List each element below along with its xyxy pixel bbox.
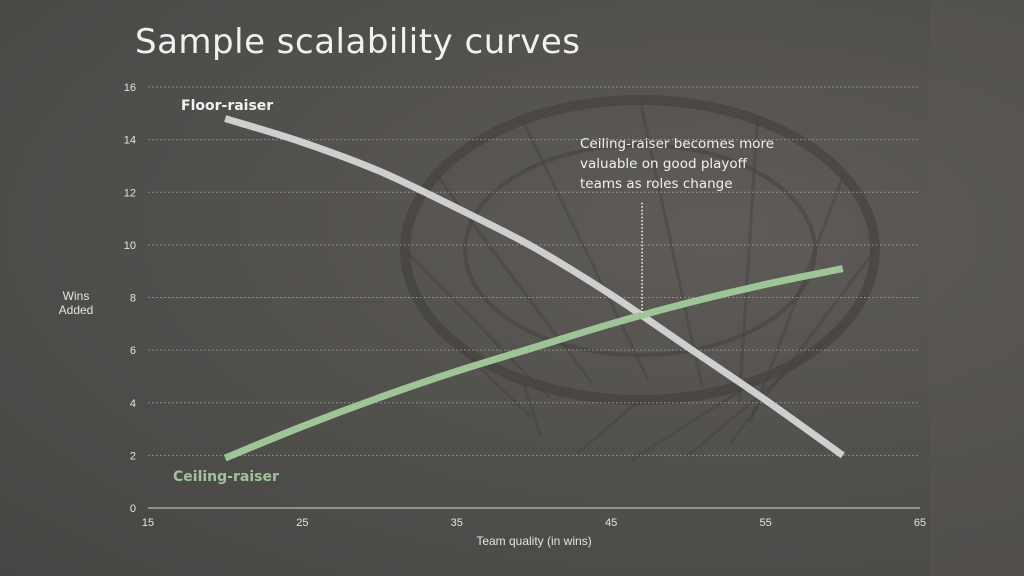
y-tick-label: 12 xyxy=(124,187,136,199)
annotation-text-line: Ceiling-raiser becomes more xyxy=(580,136,774,152)
grid-lines xyxy=(148,86,920,456)
y-tick-label: 10 xyxy=(124,240,136,252)
basketball-hoop-background xyxy=(400,0,1024,576)
y-tick-label: 6 xyxy=(130,345,136,357)
y-axis-title-line: Added xyxy=(59,303,94,317)
annotation-text: Ceiling-raiser becomes more valuable on g… xyxy=(580,136,774,192)
x-tick-label: 35 xyxy=(451,517,463,529)
y-axis: 0 2 4 6 8 10 12 14 16 Wins Added xyxy=(59,82,136,515)
y-axis-title-line: Wins xyxy=(63,289,90,303)
annotation-text-line: teams as roles change xyxy=(580,176,733,192)
y-tick-label: 16 xyxy=(124,82,136,94)
net-strand-shape xyxy=(737,119,759,403)
net-strand-shape xyxy=(521,119,650,381)
x-tick-label: 25 xyxy=(296,517,308,529)
x-tick-label: 45 xyxy=(605,517,617,529)
x-tick-label: 55 xyxy=(759,517,771,529)
net-strand-shape xyxy=(630,378,759,462)
ceiling-raiser-label: Ceiling-raiser xyxy=(173,469,279,485)
y-tick-label: 8 xyxy=(130,293,136,305)
annotation: Ceiling-raiser becomes more valuable on g… xyxy=(580,136,774,314)
y-tick-label: 2 xyxy=(130,450,136,462)
ceiling-raiser-line xyxy=(223,265,844,462)
net-strand-shape xyxy=(638,99,704,388)
x-axis: 15 25 35 45 55 65 Team quality (in wins) xyxy=(142,507,926,548)
series-labels: Floor-raiser Ceiling-raiser xyxy=(173,98,279,485)
slide-title: Sample scalability curves xyxy=(135,22,581,62)
floor-raiser-label: Floor-raiser xyxy=(181,98,273,114)
net-strand-shape xyxy=(748,174,845,424)
y-axis-title: Wins Added xyxy=(59,289,94,317)
net-strand-shape xyxy=(729,249,877,444)
net-strand-shape xyxy=(686,323,845,458)
x-tick-label: 65 xyxy=(914,517,926,529)
net-strand-shape xyxy=(576,398,641,455)
series-lines xyxy=(223,115,845,462)
hoop-rim-shape xyxy=(400,95,880,405)
y-tick-label: 4 xyxy=(130,398,136,410)
net-strand-shape xyxy=(521,379,543,438)
net-strand-shape xyxy=(403,248,551,399)
x-axis-title: Team quality (in wins) xyxy=(476,534,591,548)
hoop-inner-shape xyxy=(463,143,817,357)
y-tick-label: 0 xyxy=(130,503,136,515)
annotation-text-line: valuable on good playoff xyxy=(580,156,748,172)
y-tick-label: 14 xyxy=(124,135,136,147)
floor-raiser-line xyxy=(224,115,845,459)
backboard-shape xyxy=(930,0,1024,576)
net-strand-shape xyxy=(435,323,532,419)
x-tick-label: 15 xyxy=(142,517,154,529)
